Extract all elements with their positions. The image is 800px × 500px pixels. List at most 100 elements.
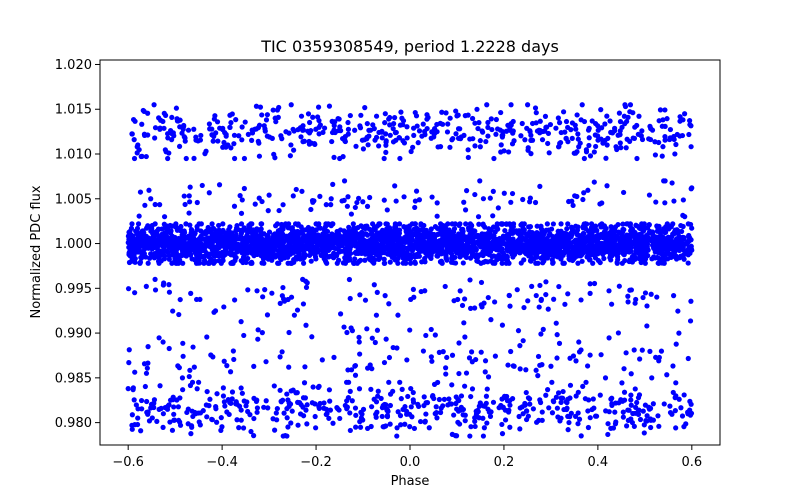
data-point: [580, 383, 586, 390]
data-point: [252, 201, 258, 207]
data-point: [644, 303, 650, 309]
data-point: [532, 235, 539, 242]
data-point: [477, 144, 483, 150]
data-point: [151, 397, 158, 403]
data-point: [478, 251, 485, 258]
data-point: [543, 291, 549, 298]
data-point: [220, 221, 226, 227]
data-point: [506, 292, 512, 299]
data-point: [673, 341, 679, 347]
data-point: [517, 343, 523, 349]
data-point: [563, 118, 570, 125]
data-point: [324, 260, 330, 266]
data-point: [134, 229, 141, 235]
data-point: [472, 415, 478, 421]
data-point: [158, 239, 164, 245]
data-point: [431, 395, 437, 402]
data-point: [357, 351, 363, 357]
data-point: [197, 137, 204, 143]
data-point: [568, 410, 574, 416]
data-point: [162, 253, 168, 259]
data-point: [418, 288, 424, 295]
data-point: [537, 397, 543, 403]
data-point: [351, 259, 357, 266]
data-point: [631, 347, 637, 353]
data-point: [463, 370, 470, 376]
data-point: [588, 239, 594, 245]
data-point: [375, 393, 381, 399]
data-point: [332, 237, 338, 243]
data-point: [582, 396, 588, 402]
data-point: [451, 233, 458, 239]
data-point: [418, 418, 424, 425]
data-point: [220, 144, 226, 150]
data-point: [376, 143, 382, 149]
data-point: [610, 425, 617, 431]
data-point: [349, 398, 355, 404]
data-point: [273, 119, 279, 125]
data-point: [595, 137, 601, 143]
data-point: [419, 133, 425, 139]
data-point: [402, 421, 408, 427]
data-point: [395, 260, 401, 266]
data-point: [553, 320, 559, 326]
data-point: [409, 414, 415, 420]
data-point: [190, 344, 196, 350]
data-point: [575, 136, 581, 142]
data-point: [341, 235, 347, 241]
data-point: [280, 253, 286, 259]
data-point: [409, 221, 415, 227]
data-point: [347, 388, 353, 394]
data-point: [166, 235, 172, 241]
data-point: [620, 409, 626, 415]
data-point: [137, 189, 144, 195]
data-point: [572, 193, 578, 199]
data-point: [177, 296, 183, 303]
data-point: [129, 426, 135, 432]
data-point: [583, 379, 589, 385]
data-point: [422, 419, 428, 425]
data-point: [636, 256, 642, 262]
data-point: [535, 260, 541, 266]
data-point: [680, 117, 686, 123]
data-point: [279, 247, 285, 253]
data-point: [556, 144, 562, 150]
data-point: [394, 248, 400, 255]
data-point: [451, 226, 458, 232]
data-point: [540, 326, 546, 332]
data-point: [578, 433, 584, 439]
data-point: [447, 115, 453, 121]
data-point: [186, 373, 192, 380]
data-point: [371, 282, 377, 288]
data-point: [220, 393, 227, 399]
data-point: [656, 139, 662, 146]
data-point: [453, 400, 459, 407]
data-point: [589, 406, 595, 413]
data-point: [241, 251, 248, 257]
data-point: [232, 297, 238, 303]
data-point: [460, 243, 467, 249]
data-point: [374, 327, 381, 333]
data-point: [424, 240, 430, 246]
data-point: [634, 233, 641, 239]
data-point: [687, 118, 693, 124]
data-point: [485, 374, 492, 380]
data-point: [228, 145, 234, 151]
data-point: [179, 232, 185, 238]
data-point: [501, 190, 507, 196]
data-point: [587, 281, 593, 287]
data-point: [537, 282, 543, 289]
data-point: [302, 227, 309, 233]
data-point: [433, 404, 439, 410]
data-point: [437, 259, 444, 265]
data-point: [152, 201, 158, 208]
data-point: [537, 127, 543, 134]
data-point: [404, 411, 410, 417]
data-point: [365, 142, 371, 148]
data-point: [169, 427, 176, 433]
data-point: [472, 305, 478, 311]
data-point: [286, 329, 292, 336]
data-point: [345, 367, 351, 373]
data-point: [251, 246, 257, 252]
